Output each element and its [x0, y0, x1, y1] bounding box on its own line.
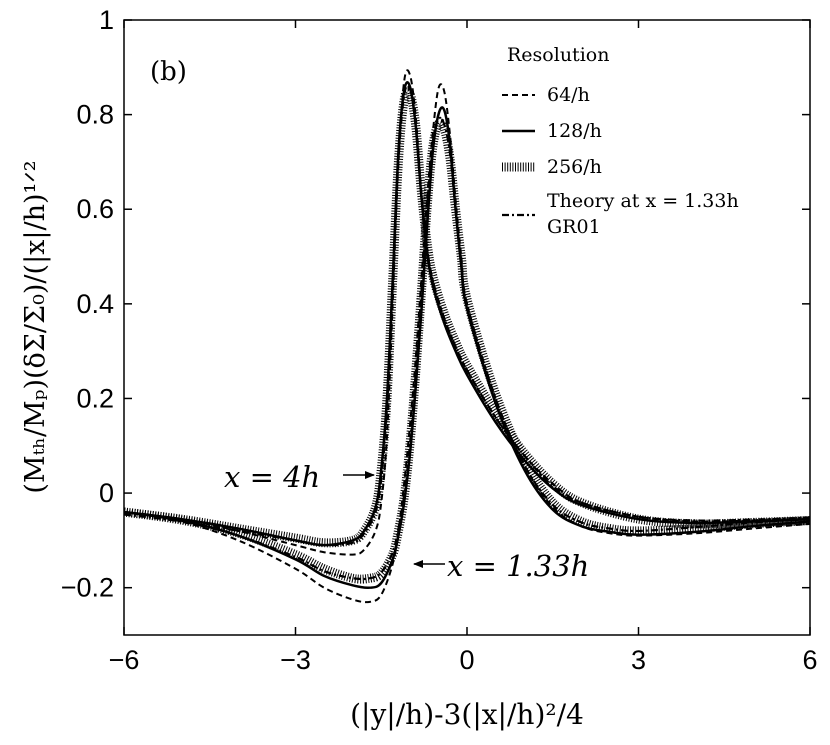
x-tick-label-0: −6 — [109, 645, 140, 675]
y-tick-label-3: 0.4 — [76, 289, 114, 319]
y-tick-label-2: 0.2 — [76, 383, 114, 413]
legend-title: Resolution — [507, 44, 609, 66]
x-tick-label-3: 3 — [631, 645, 646, 675]
y-tick-label-5: 0.8 — [76, 100, 114, 130]
x-tick-label-1: −3 — [280, 645, 311, 675]
x-tick-label-4: 6 — [802, 645, 817, 675]
y-tick-label-4: 0.6 — [76, 194, 114, 224]
plot-frame — [123, 19, 811, 636]
series-line-6 — [124, 84, 810, 547]
series-layer — [124, 69, 810, 604]
y-tick-label-1: 0 — [99, 478, 114, 508]
y-axis-label: (Mₜₕ/Mₚ)(δΣ/Σ₀)/(|x|/h)¹ᐟ² — [20, 160, 51, 493]
ticks-layer: −6 −3 0 3 6 −0.2 0 0.2 0.4 0.6 0.8 1 — [61, 5, 818, 675]
y-tick-label-0: −0.2 — [61, 573, 114, 603]
series-line-7 — [124, 116, 810, 581]
legend-label-64h: 64/h — [547, 84, 590, 106]
x-axis-label: (|y|/h)-3(|x|/h)²/4 — [350, 698, 584, 731]
x-tick-label-2: 0 — [459, 645, 474, 675]
series-line-5 — [124, 118, 810, 584]
legend-label-theory: Theory at x = 1.33h — [547, 190, 739, 212]
series-line-0 — [124, 69, 810, 556]
legend-label-256h: 256/h — [547, 156, 602, 178]
annotation-x133h: x = 1.33h — [447, 549, 589, 583]
panel-label: (b) — [150, 57, 187, 87]
legend-label-128h: 128/h — [547, 120, 602, 142]
legend-label-gr01: GR01 — [547, 216, 601, 238]
series-line-4 — [124, 106, 810, 590]
y-tick-label-6: 1 — [99, 5, 114, 35]
annotation-x4h: x = 4h — [224, 460, 320, 494]
legend: Resolution 64/h 128/h 256/h Theory at x … — [502, 44, 739, 238]
